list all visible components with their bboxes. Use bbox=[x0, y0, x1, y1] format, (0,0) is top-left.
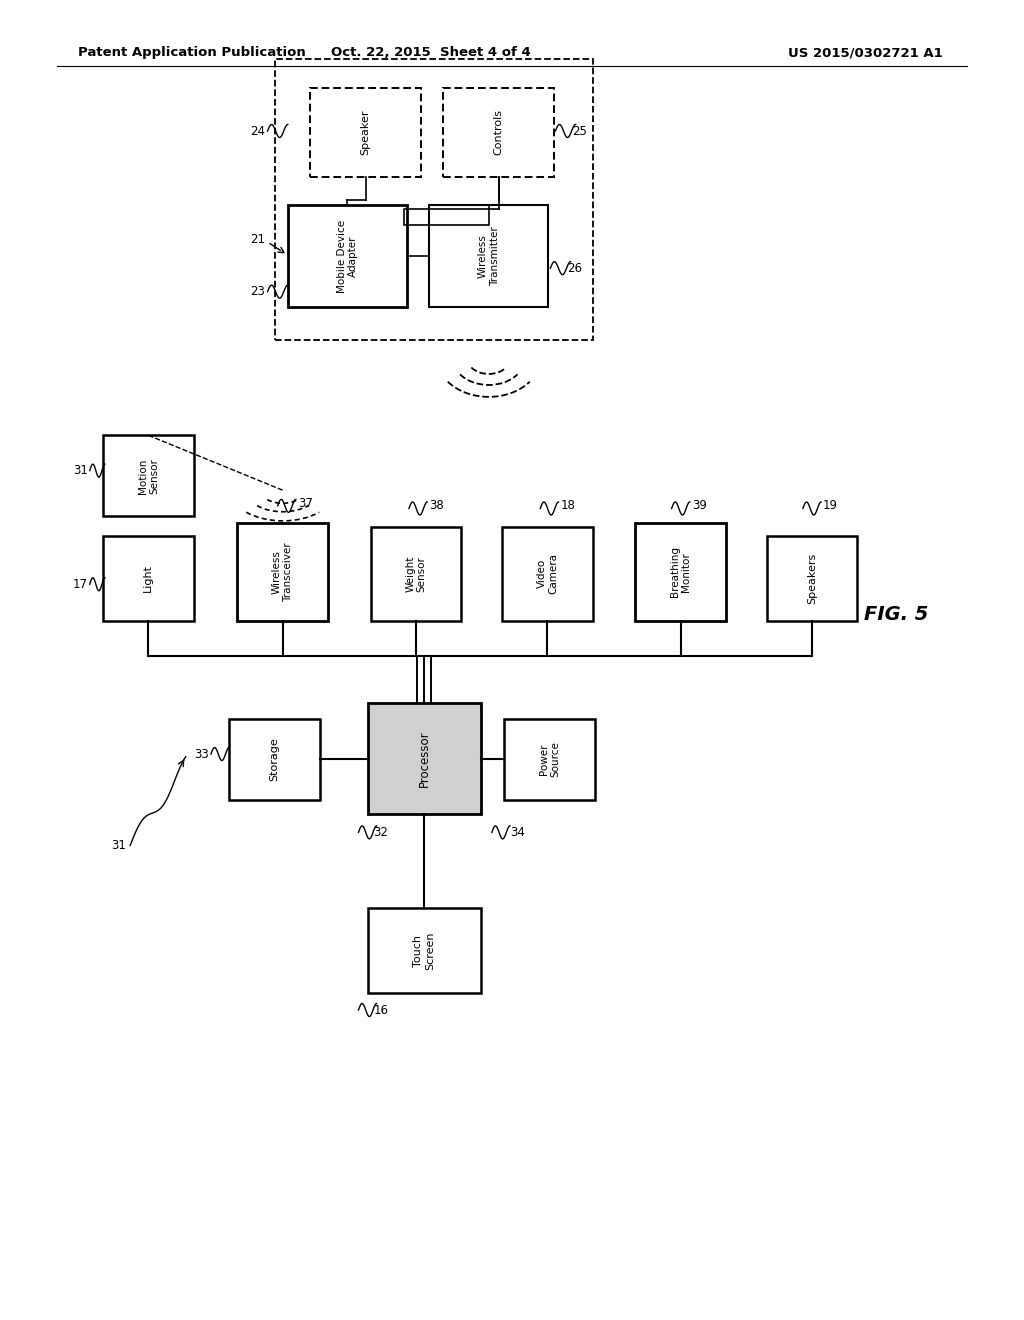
Text: 34: 34 bbox=[510, 826, 525, 840]
Text: Touch
Screen: Touch Screen bbox=[414, 932, 435, 970]
FancyBboxPatch shape bbox=[310, 88, 421, 177]
Text: 25: 25 bbox=[572, 124, 588, 137]
Text: 23: 23 bbox=[250, 285, 265, 298]
Text: US 2015/0302721 A1: US 2015/0302721 A1 bbox=[788, 46, 943, 59]
Text: 31: 31 bbox=[73, 465, 88, 477]
FancyBboxPatch shape bbox=[635, 523, 726, 620]
FancyBboxPatch shape bbox=[371, 527, 462, 620]
Text: Wireless
Transmitter: Wireless Transmitter bbox=[478, 227, 500, 286]
Text: Wireless
Transceiver: Wireless Transceiver bbox=[272, 543, 294, 602]
FancyBboxPatch shape bbox=[429, 206, 549, 308]
FancyBboxPatch shape bbox=[767, 536, 857, 620]
Text: Power
Source: Power Source bbox=[539, 742, 560, 777]
Text: 39: 39 bbox=[692, 499, 707, 512]
Text: Breathing
Monitor: Breathing Monitor bbox=[670, 546, 691, 598]
FancyBboxPatch shape bbox=[102, 436, 194, 516]
Text: Speaker: Speaker bbox=[360, 110, 371, 154]
FancyBboxPatch shape bbox=[238, 523, 328, 620]
FancyBboxPatch shape bbox=[288, 206, 407, 308]
Text: Light: Light bbox=[143, 565, 154, 593]
Text: Oct. 22, 2015  Sheet 4 of 4: Oct. 22, 2015 Sheet 4 of 4 bbox=[332, 46, 531, 59]
Text: 31: 31 bbox=[112, 840, 126, 851]
Text: 16: 16 bbox=[374, 1003, 389, 1016]
Text: 24: 24 bbox=[250, 124, 265, 137]
Text: Processor: Processor bbox=[418, 730, 431, 787]
Text: 19: 19 bbox=[823, 499, 838, 512]
FancyBboxPatch shape bbox=[443, 88, 554, 177]
Text: 33: 33 bbox=[195, 747, 209, 760]
Text: Patent Application Publication: Patent Application Publication bbox=[78, 46, 305, 59]
Text: Controls: Controls bbox=[494, 110, 504, 156]
Text: Motion
Sensor: Motion Sensor bbox=[137, 458, 159, 494]
FancyBboxPatch shape bbox=[368, 704, 480, 814]
Text: 26: 26 bbox=[567, 261, 583, 275]
Text: Video
Camera: Video Camera bbox=[537, 553, 558, 594]
Text: FIG. 5: FIG. 5 bbox=[863, 605, 928, 624]
Text: 21: 21 bbox=[250, 232, 265, 246]
FancyBboxPatch shape bbox=[504, 719, 595, 800]
FancyBboxPatch shape bbox=[502, 527, 593, 620]
FancyBboxPatch shape bbox=[102, 536, 194, 620]
Text: 38: 38 bbox=[429, 499, 444, 512]
Text: 17: 17 bbox=[73, 578, 88, 591]
Text: Speakers: Speakers bbox=[807, 553, 817, 605]
Text: Weight
Sensor: Weight Sensor bbox=[406, 556, 427, 591]
Text: 18: 18 bbox=[560, 499, 575, 512]
FancyBboxPatch shape bbox=[229, 719, 321, 800]
Text: Storage: Storage bbox=[269, 738, 280, 781]
FancyBboxPatch shape bbox=[368, 908, 480, 993]
Text: Mobile Device
Adapter: Mobile Device Adapter bbox=[337, 220, 358, 293]
Text: 37: 37 bbox=[298, 496, 312, 510]
Text: 32: 32 bbox=[374, 826, 388, 840]
